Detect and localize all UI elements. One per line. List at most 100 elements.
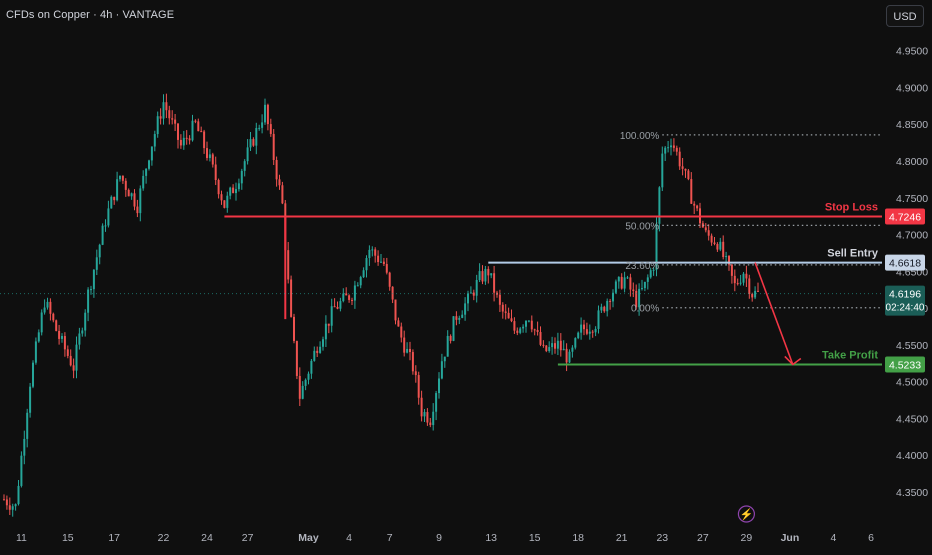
- candle-body: [414, 371, 417, 376]
- candle-body: [612, 292, 614, 302]
- candle-body: [171, 118, 174, 120]
- currency-button[interactable]: USD: [886, 5, 924, 27]
- candle-body: [733, 275, 736, 284]
- candle-body: [409, 348, 411, 353]
- candle-body: [43, 307, 46, 313]
- candle-body: [185, 137, 188, 139]
- x-tick-label: 24: [201, 532, 213, 544]
- candle-body: [153, 134, 156, 147]
- candle-body: [484, 268, 487, 282]
- candle-body: [124, 180, 127, 190]
- candle-body: [493, 273, 496, 293]
- candle-body: [536, 329, 539, 333]
- candle-body: [571, 347, 574, 352]
- candle-body: [139, 188, 142, 214]
- candle-body: [327, 323, 330, 326]
- candle-body: [446, 335, 449, 357]
- candle-body: [29, 386, 32, 413]
- candle-body: [336, 306, 339, 309]
- candle-body: [3, 499, 5, 501]
- candle-body: [693, 203, 696, 206]
- candle-body: [635, 290, 638, 308]
- candle-body: [380, 261, 382, 263]
- countdown-text: 02:24:40: [886, 303, 925, 314]
- candle-body: [748, 278, 751, 294]
- candle-body: [385, 264, 388, 273]
- y-tick-label: 4.4000: [896, 450, 928, 462]
- candle-body: [78, 333, 81, 345]
- candle-body: [606, 300, 609, 312]
- candle-body: [525, 320, 527, 327]
- current-price-badge-text: 4.6196: [889, 289, 921, 301]
- candle-body: [620, 276, 623, 289]
- candle-body: [519, 328, 522, 333]
- candle-body: [197, 121, 200, 132]
- candle-body: [757, 290, 759, 292]
- candle-body: [696, 205, 699, 209]
- candle-body: [339, 301, 342, 309]
- x-tick-label: 22: [158, 532, 170, 544]
- candle-body: [264, 104, 266, 123]
- candle-body: [46, 301, 49, 308]
- candle-body: [614, 281, 617, 293]
- fib-level-label: 23.60%: [625, 261, 659, 272]
- y-tick-label: 4.4500: [896, 413, 928, 425]
- candle-body: [597, 310, 600, 329]
- candle-body: [661, 153, 664, 188]
- candle-body: [55, 320, 58, 331]
- candle-body: [32, 362, 34, 387]
- candle-body: [754, 290, 757, 298]
- candle-body: [658, 187, 661, 224]
- candle-body: [377, 255, 380, 263]
- candle-body: [281, 185, 284, 204]
- candle-body: [481, 271, 484, 282]
- candle-body: [116, 179, 119, 201]
- sell-entry-label: Sell Entry: [827, 248, 879, 260]
- candle-body: [34, 341, 37, 363]
- candle-body: [104, 225, 107, 227]
- candle-body: [403, 337, 406, 353]
- candle-body: [200, 131, 203, 133]
- candle-body: [319, 346, 322, 353]
- candle-body: [527, 320, 530, 322]
- candle-body: [136, 206, 139, 214]
- candle-body: [391, 286, 394, 300]
- candle-body: [516, 330, 519, 333]
- candle-body: [530, 320, 533, 330]
- candle-body: [588, 331, 591, 334]
- candle-body: [704, 227, 707, 231]
- candle-body: [565, 348, 568, 363]
- candle-body: [11, 506, 14, 510]
- candle-body: [217, 180, 220, 195]
- x-tick-label: May: [298, 532, 319, 544]
- x-tick-label: 27: [242, 532, 254, 544]
- x-tick-label: 4: [346, 532, 352, 544]
- candle-body: [443, 356, 446, 362]
- candle-body: [61, 336, 63, 339]
- candle-body: [568, 351, 571, 363]
- candle-body: [5, 499, 8, 506]
- candle-body: [310, 360, 313, 374]
- candle-body: [182, 137, 185, 146]
- candle-body: [556, 340, 559, 349]
- candle-body: [681, 166, 684, 169]
- candle-body: [435, 393, 438, 412]
- candle-body: [440, 361, 443, 379]
- candle-body: [478, 271, 481, 281]
- candle-body: [400, 326, 403, 338]
- candle-body: [179, 139, 182, 146]
- lightning-icon: [737, 505, 756, 523]
- candle-body: [20, 455, 23, 486]
- projection-arrow: [754, 262, 794, 365]
- candle-body: [150, 146, 153, 161]
- candle-body: [678, 151, 681, 167]
- candle-body: [670, 145, 672, 148]
- stop-loss-badge: [885, 208, 925, 225]
- candle-body: [687, 170, 690, 180]
- fib-level-label: 100.00%: [620, 131, 660, 142]
- x-tick-label: 15: [62, 532, 74, 544]
- candle-body: [388, 272, 391, 287]
- candle-body: [92, 269, 95, 290]
